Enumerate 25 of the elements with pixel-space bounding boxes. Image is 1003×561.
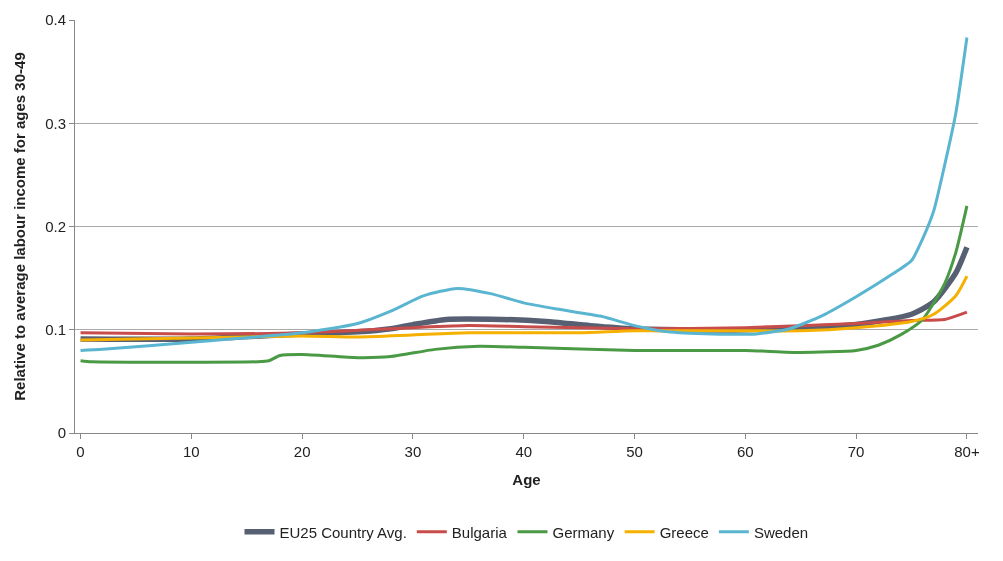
y-tick-label: 0.1 [45, 321, 66, 338]
x-tick-label: 30 [404, 443, 422, 460]
x-tick-label: 20 [293, 443, 311, 460]
legend-label: Greece [659, 523, 709, 541]
y-tick-label: 0.2 [45, 217, 66, 235]
x-axis-title: Age [512, 471, 541, 488]
y-tick-label: 0.3 [45, 114, 66, 132]
x-tick-label: 80+ [954, 443, 980, 460]
line-series [79, 310, 969, 336]
x-tick-label: 50 [626, 443, 643, 460]
legend-label: Germany [552, 523, 615, 541]
x-tick-label: 10 [183, 443, 200, 460]
legend-label: Bulgaria [451, 523, 508, 541]
y-tick-label: 0 [57, 424, 66, 442]
x-tick-label: 0 [76, 443, 85, 460]
line-series [79, 274, 969, 342]
y-axis-title: Relative to average labour income for ages 30-49 [11, 52, 29, 401]
legend-label: Sweden [753, 523, 809, 541]
line-series [79, 204, 969, 364]
x-tick-label: 60 [736, 443, 754, 460]
x-tick-label: 70 [847, 443, 865, 460]
line-series [79, 36, 969, 352]
x-tick-label: 40 [515, 443, 533, 460]
y-tick-label: 0.4 [45, 11, 66, 29]
legend-label: EU25 Country Avg. [279, 523, 407, 541]
